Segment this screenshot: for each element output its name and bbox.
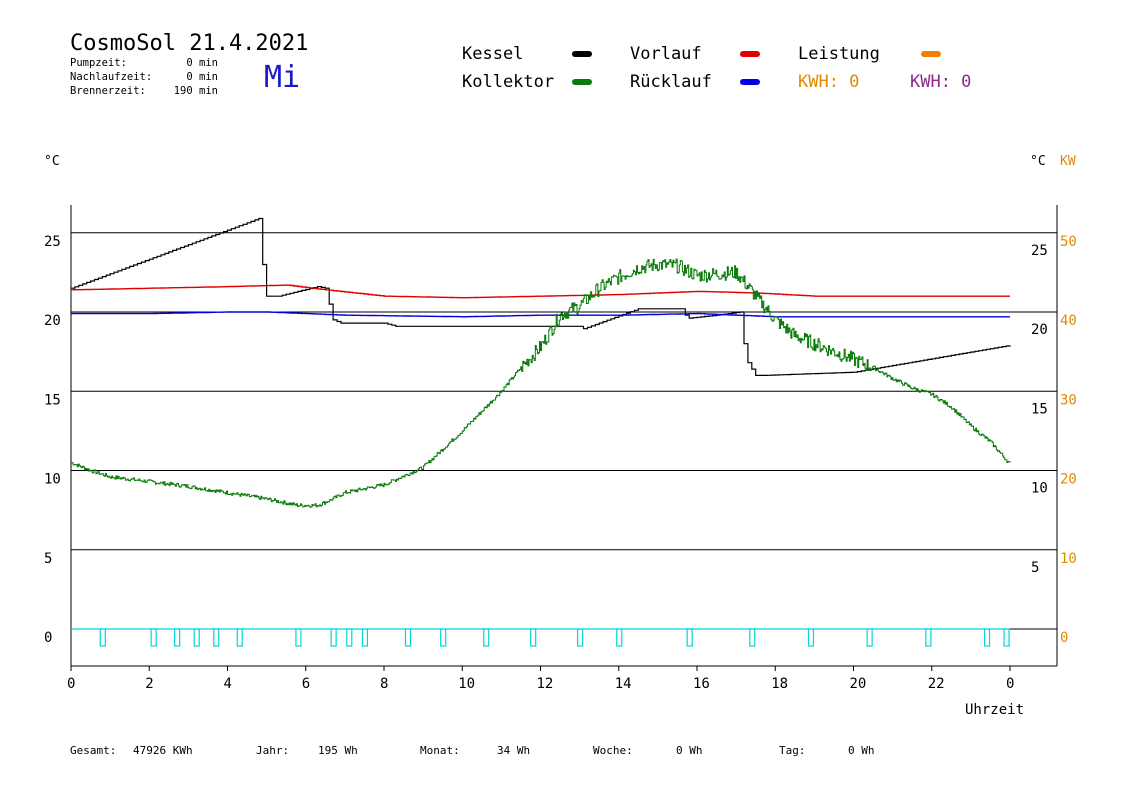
pump-pulse [213,628,220,647]
legend-vorlauf-label: Vorlauf [630,44,702,64]
y-left-tick-label: 10 [44,472,61,488]
x-tick-label: 22 [928,676,945,692]
x-tick-label: 14 [615,676,632,692]
y-right-temp-tick-label: 15 [1031,401,1048,417]
pump-pulse [330,628,337,647]
footer-gesamt-value: 47926 KWh [133,744,193,757]
brennerzeit-label: Brennerzeit: [70,85,146,97]
y-right-power-tick-label: 40 [1060,313,1077,329]
y-left-tick-label: 5 [44,551,52,567]
pump-pulse [925,628,932,647]
y-right-power-tick-label: 50 [1060,234,1077,250]
pump-pulse [193,628,200,647]
x-tick-label: 8 [380,676,388,692]
series-kessel [71,217,1011,376]
legend-kessel-swatch [572,51,592,57]
x-tick-label: 2 [145,676,153,692]
legend-vorlauf-swatch [740,51,760,57]
footer-woche-label: Woche: [593,744,633,757]
x-tick-label: 10 [458,676,475,692]
legend-leistung-swatch [921,51,941,57]
y-left-tick-label: 15 [44,392,61,408]
legend-ruecklauf-swatch [740,79,760,85]
y-left-tick-label: 25 [44,234,61,250]
footer-woche-value: 0 Wh [676,744,703,757]
y-right-power-tick-label: 0 [1060,630,1068,646]
x-tick-label: 20 [850,676,867,692]
pump-pulse [807,628,815,647]
y-right-temp-tick-label: 25 [1031,243,1048,259]
legend-kwh-orange: KWH: 0 [798,72,860,92]
left-axis-unit: °C [44,154,60,169]
y-right-temp-tick-label: 10 [1031,481,1048,497]
pump-pulse [577,628,584,647]
y-right-power-tick-label: 30 [1060,392,1077,408]
footer-jahr-value: 195 Wh [318,744,358,757]
pump-pulse [174,628,181,647]
pump-pulse [404,628,412,647]
pump-pulse [236,628,243,647]
chart-title: CosmoSol 21.4.2021 [70,31,309,56]
footer-tag-value: 0 Wh [848,744,875,757]
pump-pulse [361,628,369,647]
right-axis-unit-power: KW [1060,154,1076,169]
pump-pulse [346,628,353,647]
pump-pulse [616,628,623,647]
y-right-temp-tick-label: 5 [1031,560,1039,576]
pump-pulse [150,628,157,647]
pump-pulse [686,628,693,647]
footer-gesamt-label: Gesamt: [70,744,117,757]
x-tick-label: 4 [224,676,232,692]
footer-monat-label: Monat: [420,744,460,757]
pump-pulse [866,628,873,647]
legend-ruecklauf-label: Rücklauf [630,72,712,92]
legend-kollektor-label: Kollektor [462,72,555,92]
x-axis-label: Uhrzeit [965,702,1025,718]
pump-pulse [983,628,991,647]
y-left-tick-label: 0 [44,630,52,646]
y-left-tick-label: 20 [44,313,61,329]
legend-kwh-purple: KWH: 0 [910,72,972,92]
y-right-power-tick-label: 10 [1060,551,1077,567]
series-rcklauf [71,311,1010,318]
nachlaufzeit-value: 0 min [186,71,218,83]
legend-kollektor-swatch [572,79,592,85]
pump-pulse [530,628,537,647]
nachlaufzeit-label: Nachlaufzeit: [70,71,153,83]
right-axis-unit-temp: °C [1030,154,1046,169]
legend-kessel-label: Kessel [462,44,524,64]
pump-pulse [483,628,490,647]
weekday-label: Mi [264,60,301,95]
x-tick-label: 18 [771,676,788,692]
pump-pulse [440,628,447,647]
x-tick-label: 0 [67,676,75,692]
pump-pulse [1003,628,1010,647]
pump-pulse [295,628,302,647]
y-right-temp-tick-label: 20 [1031,322,1048,338]
pumpzeit-label: Pumpzeit: [70,57,127,69]
x-tick-label: 6 [302,676,310,692]
series-vorlauf [71,284,1010,299]
footer-monat-value: 34 Wh [497,744,531,757]
pump-pulse [749,628,756,647]
footer-jahr-label: Jahr: [256,744,290,757]
series-kollektor [71,258,1011,508]
pumpzeit-value: 0 min [186,57,218,69]
y-right-power-tick-label: 20 [1060,472,1077,488]
x-tick-label: 12 [537,676,554,692]
pump-pulse [99,628,106,647]
brennerzeit-value: 190 min [173,85,218,97]
x-tick-label: 16 [693,676,710,692]
legend-leistung-label: Leistung [798,44,880,64]
x-tick-label: 0 [1006,676,1014,692]
footer-tag-label: Tag: [779,744,806,757]
